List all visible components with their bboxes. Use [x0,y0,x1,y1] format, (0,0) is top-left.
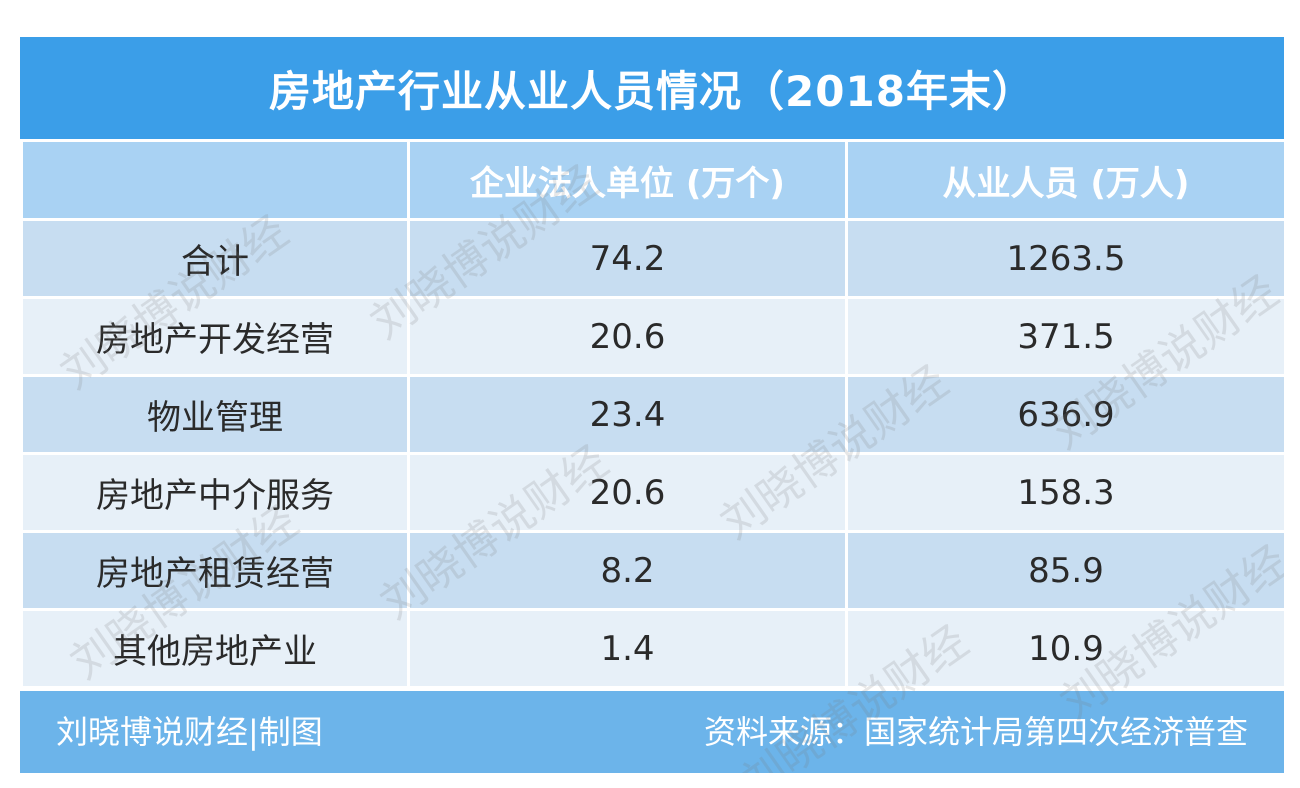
row-employees-value: 158.3 [845,452,1284,533]
row-category: 物业管理 [20,374,410,455]
table-row: 房地产开发经营 20.6 371.5 [20,296,1284,377]
row-units-value: 23.4 [407,374,848,455]
column-header-employees: 从业人员 (万人) [845,139,1284,221]
row-employees-value: 85.9 [845,530,1284,611]
data-table: 企业法人单位 (万个) 从业人员 (万人) 合计 74.2 1263.5 房地产… [20,139,1284,689]
row-employees-value: 10.9 [845,608,1284,689]
table-row: 合计 74.2 1263.5 [20,218,1284,299]
table-header-row: 企业法人单位 (万个) 从业人员 (万人) [20,139,1284,221]
row-units-value: 1.4 [407,608,848,689]
footer-credit: 刘晓博说财经|制图 [56,713,323,751]
row-employees-value: 636.9 [845,374,1284,455]
footer-bar: 刘晓博说财经|制图 资料来源：国家统计局第四次经济普查 [20,691,1284,773]
row-category: 其他房地产业 [20,608,410,689]
row-units-value: 20.6 [407,296,848,377]
table-row: 房地产租赁经营 8.2 85.9 [20,530,1284,611]
row-units-value: 20.6 [407,452,848,533]
table-row: 物业管理 23.4 636.9 [20,374,1284,455]
row-employees-value: 371.5 [845,296,1284,377]
row-category: 房地产租赁经营 [20,530,410,611]
table-row: 房地产中介服务 20.6 158.3 [20,452,1284,533]
table-row: 其他房地产业 1.4 10.9 [20,608,1284,689]
row-employees-value: 1263.5 [845,218,1284,299]
row-category: 合计 [20,218,410,299]
row-category: 房地产开发经营 [20,296,410,377]
table-title: 房地产行业从业人员情况（2018年末） [20,37,1284,139]
column-header-units: 企业法人单位 (万个) [407,139,848,221]
row-units-value: 8.2 [407,530,848,611]
row-units-value: 74.2 [407,218,848,299]
footer-source: 资料来源：国家统计局第四次经济普查 [703,713,1248,751]
row-category: 房地产中介服务 [20,452,410,533]
table-card: 房地产行业从业人员情况（2018年末） 企业法人单位 (万个) 从业人员 (万人… [20,37,1284,773]
column-header-category [20,139,410,221]
